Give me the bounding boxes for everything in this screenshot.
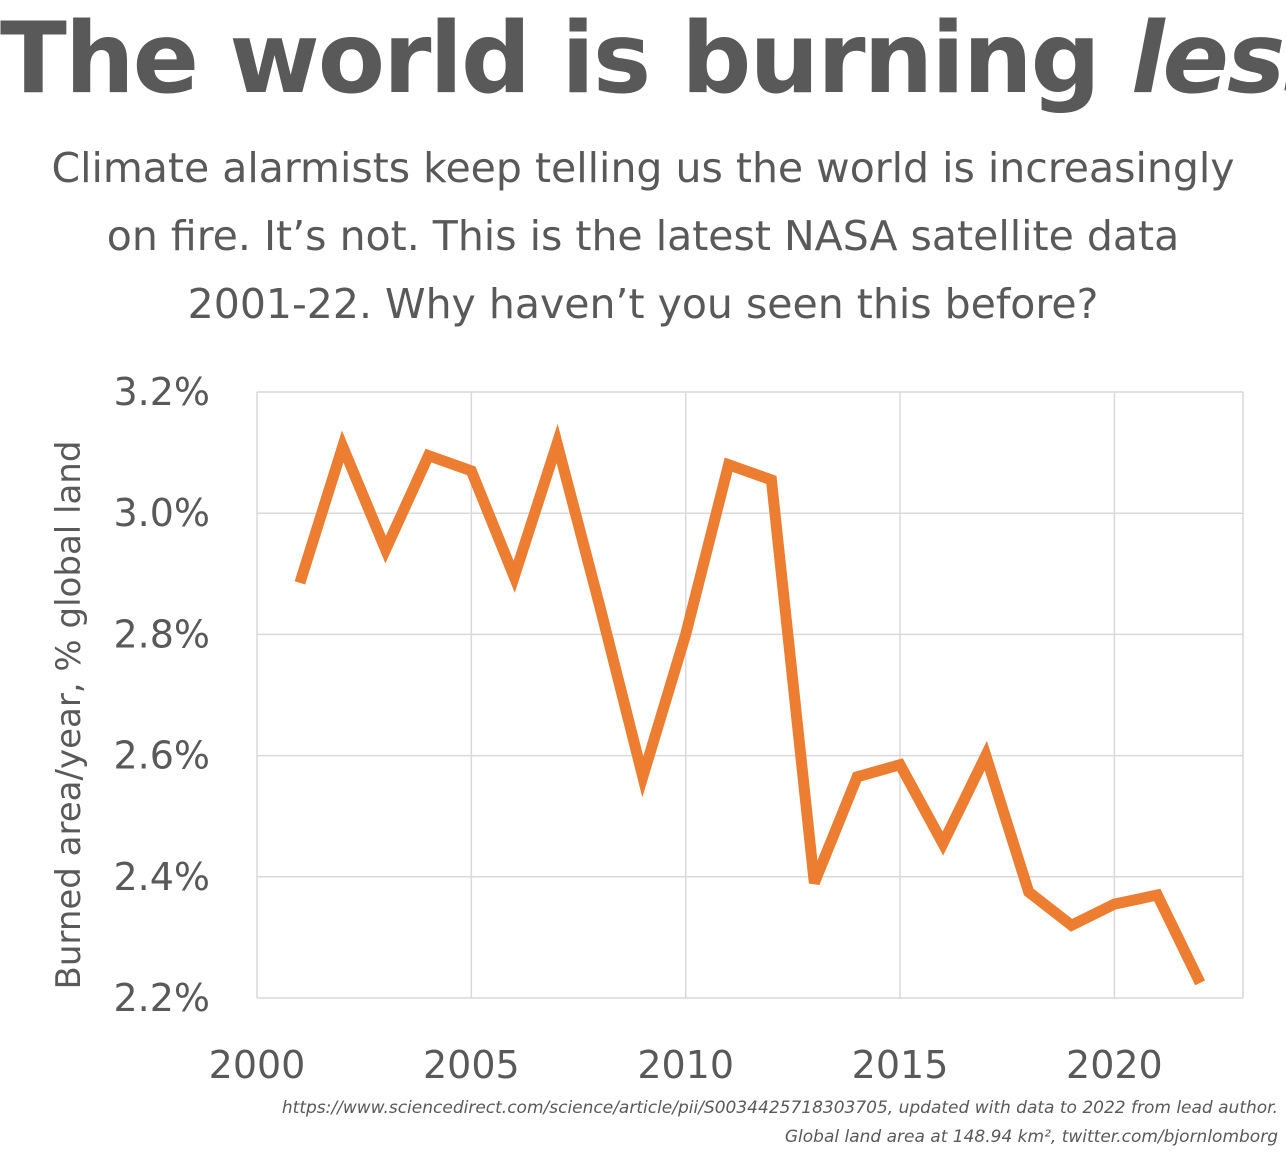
source-footnote: https://www.sciencedirect.com/science/ar… [281,1098,1278,1118]
y-tick-label: 2.6% [113,734,210,778]
y-tick-label: 3.2% [113,370,210,414]
y-tick-label: 3.0% [113,491,210,535]
chart-title: The world is burning less [0,0,1286,118]
x-tick-label: 2015 [852,1043,949,1087]
subtitle-line-3: 2001-22. Why haven’t you seen this befor… [187,280,1099,328]
y-axis-tick-labels: 2.2% 2.4% 2.6% 2.8% 3.0% 3.2% [113,370,210,1020]
y-tick-label: 2.8% [113,612,210,656]
title-emphasis: less [1130,2,1286,116]
y-tick-label: 2.4% [113,855,210,899]
y-tick-label: 2.2% [113,976,210,1020]
chart-subtitle: Climate alarmists keep telling us the wo… [0,134,1286,338]
x-tick-label: 2000 [209,1043,306,1087]
subtitle-line-2: on fire. It’s not. This is the latest NA… [106,212,1180,260]
series-line [294,423,1206,986]
x-tick-label: 2005 [423,1043,520,1087]
land-area-footnote: Global land area at 148.94 km², twitter.… [784,1127,1278,1147]
x-axis-tick-labels: 2000 2005 2010 2015 2020 [209,1043,1163,1087]
title-main: The world is burning [0,2,1131,116]
x-tick-label: 2020 [1066,1043,1163,1087]
series-group [294,423,1206,986]
y-axis-title: Burned area/year, % global land [49,441,89,990]
gridlines [256,391,1244,999]
subtitle-line-1: Climate alarmists keep telling us the wo… [51,144,1235,192]
x-tick-label: 2010 [637,1043,734,1087]
